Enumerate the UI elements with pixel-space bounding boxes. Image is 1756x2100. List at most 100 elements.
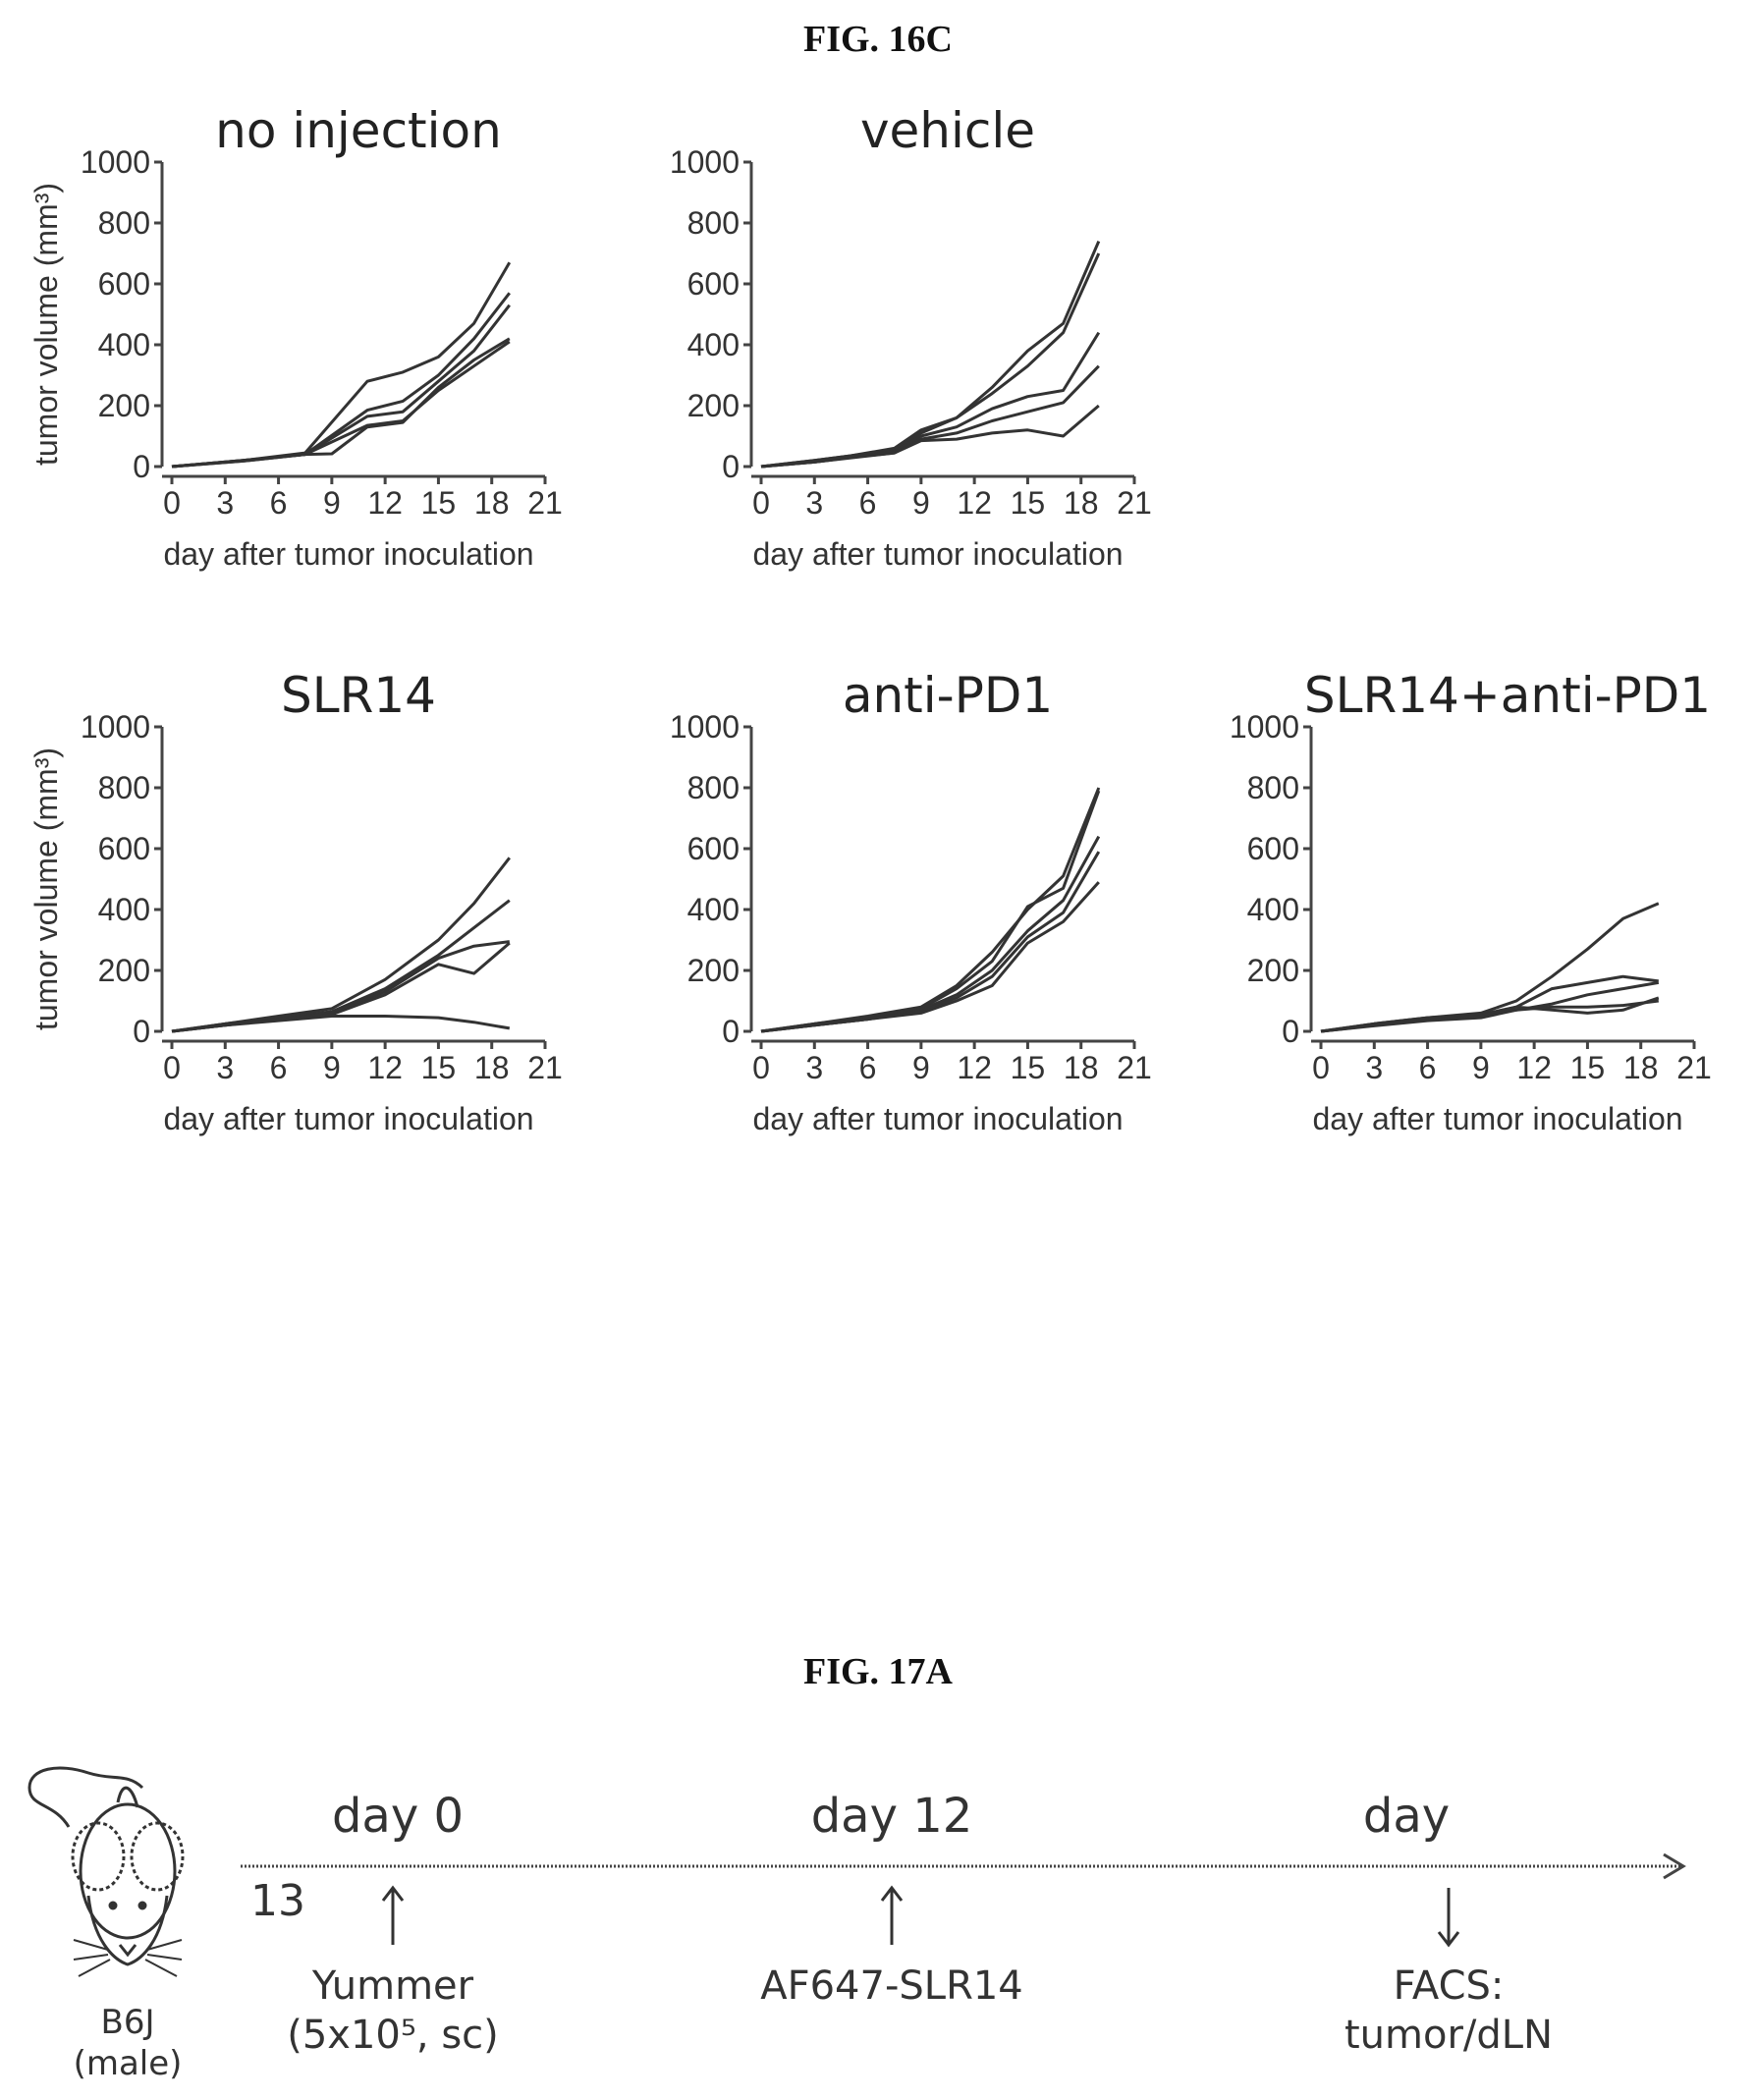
x-tick-label: 18 — [474, 1050, 510, 1085]
x-tick-label: 18 — [1064, 485, 1099, 521]
chart-no-injection: no injection 0 200 400 600 800 1000 0 3 6 9 12 15 18 2… — [0, 102, 589, 658]
y-tick-label: 200 — [98, 388, 150, 423]
x-tick-label: 21 — [1117, 485, 1152, 521]
series-line — [171, 1015, 511, 1033]
x-tick-label: 12 — [1516, 1050, 1552, 1085]
y-tick-label: 800 — [98, 205, 150, 241]
x-tick-label: 0 — [163, 485, 181, 521]
y-tick-label: 800 — [98, 770, 150, 805]
mouse-icon — [27, 1766, 185, 1977]
chart-anti-pd1: anti-PD1 0 200 400 600 800 1000 0 3 6 9 12 15 18 21 day… — [589, 667, 1179, 1223]
x-tick-label: 0 — [163, 1050, 181, 1085]
x-tick-label: 21 — [1117, 1050, 1152, 1085]
timepoint-day-final: day — [1363, 1789, 1450, 1844]
y-tick-label: 0 — [133, 449, 150, 484]
x-tick-label: 9 — [1472, 1050, 1490, 1085]
y-tick-label: 1000 — [1230, 709, 1299, 745]
y-tick-label: 0 — [1282, 1014, 1299, 1049]
series-line — [1320, 974, 1659, 1033]
chart-slr14: SLR14 0 200 400 600 800 1000 0 3 6 9 12 15 18 21 day af… — [0, 667, 589, 1223]
x-tick-label: 3 — [216, 1050, 234, 1085]
series-line — [1320, 999, 1659, 1033]
stray-label: 13 — [250, 1876, 305, 1926]
y-tick-label: 1000 — [81, 144, 150, 180]
y-tick-label: 800 — [687, 770, 740, 805]
x-tick-label: 21 — [527, 485, 563, 521]
series-line — [171, 292, 511, 469]
y-tick-label: 200 — [687, 953, 740, 988]
x-tick-label: 3 — [1365, 1050, 1383, 1085]
x-tick-label: 6 — [859, 1050, 877, 1085]
x-tick-label: 9 — [912, 485, 930, 521]
timepoint-final-label: FACS: — [1394, 1963, 1505, 2009]
y-tick-label: 600 — [687, 266, 740, 302]
series-line — [760, 364, 1100, 469]
x-tick-label: 18 — [1064, 1050, 1099, 1085]
y-tick-label: 200 — [687, 388, 740, 423]
y-tick-label: 400 — [687, 892, 740, 927]
y-tick-label: 200 — [1247, 953, 1299, 988]
x-tick-label: 3 — [805, 1050, 823, 1085]
figure-17a-label: FIG. 17A — [803, 1651, 953, 1692]
y-tick-label: 400 — [98, 327, 150, 362]
up-arrow-icon — [381, 1885, 405, 1945]
x-axis-label: day after tumor inoculation — [163, 536, 533, 572]
x-tick-label: 9 — [912, 1050, 930, 1085]
series-line — [760, 787, 1101, 1033]
y-tick-label: 400 — [98, 892, 150, 927]
x-tick-label: 15 — [421, 1050, 457, 1085]
chart-title: SLR14 — [281, 667, 436, 724]
y-tick-label: 600 — [98, 266, 150, 302]
x-tick-label: 3 — [805, 485, 823, 521]
chart-slr14-anti-pd1: SLR14+anti-PD1 0 200 400 600 800 1000 0 3 6 9 12 15 1… — [1149, 667, 1748, 1223]
x-tick-label: 12 — [957, 485, 992, 521]
timepoint-0-sublabel: (5x10⁵, sc) — [287, 2013, 499, 2058]
x-tick-label: 6 — [270, 485, 288, 521]
series-line — [171, 941, 511, 1033]
series-line — [760, 331, 1101, 469]
y-tick-label: 1000 — [670, 144, 740, 180]
axis-lines — [1309, 727, 1694, 1043]
mouse-strain-label: B6J — [101, 2003, 155, 2042]
series-line — [171, 857, 511, 1033]
chart-title: vehicle — [860, 102, 1035, 159]
series-line — [760, 404, 1100, 469]
y-tick-label: 0 — [133, 1014, 150, 1049]
x-tick-label: 12 — [957, 1050, 992, 1085]
x-tick-label: 15 — [1011, 485, 1046, 521]
x-tick-label: 15 — [1570, 1050, 1606, 1085]
series-line — [171, 940, 510, 1033]
y-tick-label: 800 — [1247, 770, 1299, 805]
x-tick-label: 21 — [1676, 1050, 1712, 1085]
up-arrow-icon — [880, 1885, 904, 1945]
x-tick-label: 6 — [1419, 1050, 1437, 1085]
y-tick-label: 0 — [722, 449, 740, 484]
x-tick-label: 0 — [752, 1050, 770, 1085]
series-line — [760, 252, 1101, 469]
x-tick-label: 15 — [1011, 1050, 1046, 1085]
series-line — [760, 790, 1101, 1033]
timepoint-day-12: day 12 — [811, 1789, 973, 1844]
chart-title: anti-PD1 — [843, 667, 1053, 724]
y-tick-label: 600 — [98, 831, 150, 866]
y-tick-label: 400 — [1247, 892, 1299, 927]
experiment-timeline: B6J (male) 13 day 0 Yummer (5x10⁵, sc) d… — [27, 1766, 1686, 2083]
mouse-sex-label: (male) — [74, 2044, 183, 2083]
y-tick-label: 800 — [687, 205, 740, 241]
y-tick-label: 600 — [1247, 831, 1299, 866]
timepoint-0-label: Yummer — [311, 1963, 474, 2009]
x-axis-label: day after tumor inoculation — [752, 536, 1123, 572]
x-axis-label: day after tumor inoculation — [752, 1101, 1123, 1136]
chart-vehicle: vehicle 0 200 400 600 800 1000 0 3 6 9 12 15 18 21 day … — [589, 102, 1179, 658]
timepoint-day-0: day 0 — [332, 1789, 464, 1844]
x-tick-label: 12 — [367, 1050, 403, 1085]
x-tick-label: 18 — [474, 485, 510, 521]
y-tick-label: 600 — [687, 831, 740, 866]
x-tick-label: 3 — [216, 485, 234, 521]
chart-title: SLR14+anti-PD1 — [1304, 667, 1711, 724]
x-tick-label: 9 — [323, 1050, 341, 1085]
x-tick-label: 0 — [1312, 1050, 1330, 1085]
timepoint-final-sublabel: tumor/dLN — [1344, 2013, 1553, 2058]
